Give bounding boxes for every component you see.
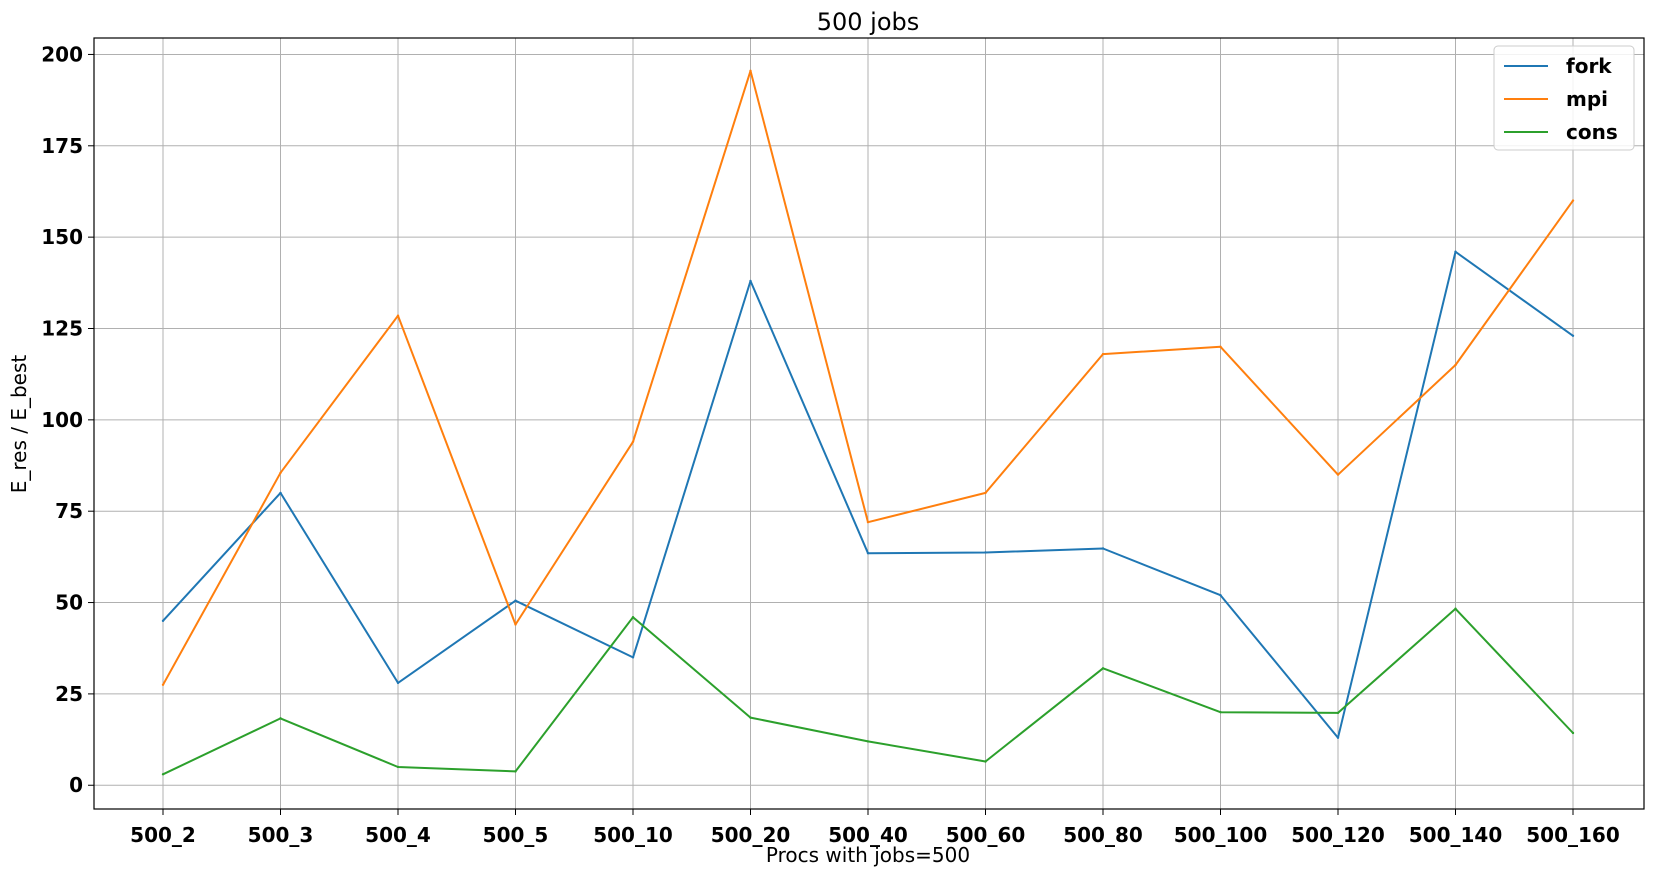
y-axis-label: E_res / E_best: [7, 355, 31, 494]
data-point-fork: [1101, 547, 1105, 550]
data-point-mpi: [984, 491, 987, 495]
x-tick-label: 500_80: [1063, 823, 1143, 847]
data-point-cons: [161, 773, 165, 776]
legend-label-mpi: mpi: [1566, 87, 1608, 111]
x-tick-label: 500_40: [828, 823, 908, 847]
data-point-fork: [866, 552, 870, 555]
x-tick-label: 500_60: [946, 823, 1026, 847]
legend: fork mpi cons: [1493, 45, 1635, 151]
x-tick-label: 500_5: [483, 823, 549, 847]
data-point-fork: [1336, 736, 1340, 739]
y-tick-label: 125: [41, 316, 83, 340]
data-point-mpi: [396, 314, 400, 317]
data-point-mpi: [1571, 199, 1575, 202]
data-point-cons: [514, 770, 517, 773]
plot-frame: [93, 37, 1645, 810]
data-point-cons: [749, 716, 752, 719]
x-tick-label: 500_10: [593, 823, 673, 847]
y-tick-label: 175: [41, 134, 83, 158]
y-tick-label: 50: [55, 591, 83, 615]
y-tick-label: 75: [55, 499, 83, 523]
data-point-mpi: [1336, 473, 1340, 476]
y-tick-label: 200: [41, 42, 83, 66]
data-point-cons: [631, 615, 635, 619]
data-point-cons: [1454, 607, 1457, 610]
data-point-cons: [1101, 667, 1105, 670]
data-point-fork: [1454, 250, 1457, 253]
y-tick-label: 0: [69, 773, 83, 797]
x-tick-label: 500_100: [1174, 823, 1268, 847]
x-tick-label: 500_3: [248, 823, 314, 847]
x-axis-ticks: 500_2 500_3 500_4 500_5 500_10 500_20 500_40 50…: [130, 809, 1620, 847]
data-point-mpi: [514, 623, 517, 626]
data-point-fork: [161, 619, 165, 623]
legend-box: [1493, 45, 1635, 151]
legend-label-cons: cons: [1566, 120, 1618, 144]
y-tick-label: 100: [41, 408, 83, 432]
data-point-cons: [396, 765, 400, 769]
data-point-fork: [396, 681, 400, 685]
y-tick-label: 150: [41, 225, 83, 249]
data-point-cons: [1336, 711, 1340, 715]
x-tick-label: 500_4: [365, 823, 431, 847]
x-tick-label: 500_120: [1291, 823, 1385, 847]
y-tick-label: 25: [55, 682, 83, 706]
series-layer: [161, 69, 1575, 776]
gridlines: [94, 38, 1644, 809]
data-point-mpi: [1101, 352, 1105, 356]
data-point-cons: [1571, 731, 1575, 735]
data-point-mpi: [631, 440, 635, 443]
data-point-mpi: [161, 683, 165, 686]
data-point-fork: [1571, 334, 1575, 338]
data-point-fork: [514, 599, 517, 602]
data-point-fork: [749, 279, 752, 283]
data-point-mpi: [749, 69, 752, 73]
data-point-cons: [984, 760, 987, 763]
data-point-cons: [279, 717, 282, 720]
x-tick-label: 500_160: [1526, 823, 1620, 847]
data-point-fork: [984, 551, 987, 554]
legend-label-fork: fork: [1566, 54, 1612, 78]
data-point-mpi: [1454, 363, 1457, 367]
data-point-cons: [1219, 710, 1222, 714]
x-tick-label: 500_2: [130, 823, 196, 847]
data-point-fork: [631, 656, 635, 659]
data-point-mpi: [866, 520, 870, 524]
data-point-mpi: [1219, 345, 1222, 348]
y-axis-ticks: 0 25 50 75 100 125 150 175 200: [41, 42, 94, 797]
data-point-fork: [279, 491, 282, 495]
data-point-cons: [866, 740, 870, 743]
x-axis-label: Procs with jobs=500: [766, 843, 970, 867]
chart-title: 500 jobs: [817, 8, 920, 36]
data-point-fork: [1219, 594, 1222, 597]
data-point-mpi: [279, 471, 282, 475]
x-tick-label: 500_140: [1409, 823, 1503, 847]
x-tick-label: 500_20: [711, 823, 791, 847]
